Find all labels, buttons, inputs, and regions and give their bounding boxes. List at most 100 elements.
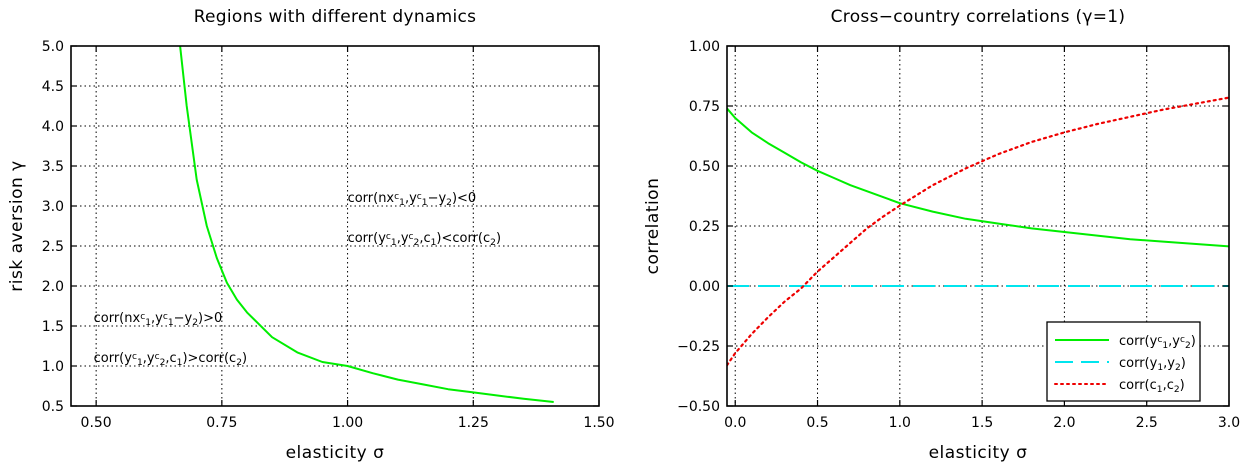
x-tick-label: 1.00 [332, 415, 363, 431]
label-part-mid: ,c [1163, 378, 1174, 393]
x-tick-label: 0.75 [206, 415, 237, 431]
label-part-sup2: c [155, 352, 160, 362]
x-tick-label: 0.50 [81, 415, 112, 431]
y-tick-label: 3.5 [42, 159, 64, 175]
label-part-pre: corr(c [1119, 378, 1157, 393]
y-tick-label: 2.0 [42, 279, 64, 295]
y-tick-label: 1.0 [42, 359, 64, 375]
label-part-s1: 1 [1157, 385, 1163, 395]
y-tick-label: 3.0 [42, 199, 64, 215]
label-part-sup1: c [394, 192, 399, 202]
label-part-sup1: c [386, 232, 391, 242]
x-tick-label: 1.5 [971, 415, 993, 431]
region-annotation: corr(nxc1,yc1−y2)>0 [94, 311, 223, 328]
label-part-s4: 2 [236, 358, 242, 368]
y-tick-label: 1.5 [42, 319, 64, 335]
label-part-sup1: c [1157, 335, 1162, 345]
series-line-1 [179, 46, 554, 403]
x-axis-label: elasticity σ [286, 443, 385, 463]
label-part-sup2: c [163, 312, 168, 322]
legend-label-3: corr(c1,c2) [1119, 378, 1185, 395]
label-part-post: )>0 [198, 311, 222, 326]
y-tick-label: 1.00 [689, 39, 720, 55]
label-part-mid2: −y [174, 311, 193, 326]
y-tick-label: 5.0 [42, 39, 64, 55]
label-part-mid1: ,y [405, 191, 417, 206]
label-part-s3: 1 [431, 238, 437, 248]
y-tick-label: 4.5 [42, 79, 64, 95]
label-part-s2: 2 [414, 238, 420, 248]
label-part-s1: 1 [137, 358, 143, 368]
legend-label-1: corr(yc1,yc2) [1119, 334, 1196, 351]
legend-label-2: corr(y1,y2) [1119, 356, 1186, 373]
y-tick-label: 0.00 [689, 279, 720, 295]
label-part-s2: 1 [422, 198, 428, 208]
label-part-mid1: ,y [151, 311, 163, 326]
chart-2: 0.0 0.5 1.0 1.5 2.0 2.5 3.0 −0.50 −0.25 0.00 0.25 0… [643, 7, 1240, 463]
y-tick-label: −0.50 [677, 399, 720, 415]
label-part-s3: 2 [446, 198, 452, 208]
series-line-1 [727, 107, 1229, 248]
label-part-mid: ,y [1163, 356, 1175, 371]
label-part-s2: 1 [168, 318, 174, 328]
label-part-post: ) [1181, 356, 1186, 371]
label-part-sup1: c [140, 312, 145, 322]
label-part-pre: corr(nx [348, 191, 395, 206]
label-part-post: )<corr(c [436, 231, 490, 246]
label-part-mid2: ,c [165, 351, 176, 366]
label-part-end: ) [242, 351, 247, 366]
label-part-s1: 1 [145, 318, 151, 328]
label-part-s2: 2 [1175, 363, 1181, 373]
chart-title: Cross−country correlations (γ=1) [831, 7, 1126, 27]
x-tick-label: 0.0 [724, 415, 746, 431]
label-part-mid2: ,c [419, 231, 430, 246]
label-part-post: )<0 [452, 191, 476, 206]
chart-1: 0.50 0.75 1.00 1.25 1.50 0.5 1.0 1.5 2.0 2.5 3.0 3.… [7, 7, 615, 463]
label-part-pre: corr(y [1119, 356, 1158, 371]
x-tick-label: 0.5 [806, 415, 828, 431]
y-axis-label: risk aversion γ [7, 160, 27, 291]
region-annotation: corr(nxc1,yc1−y2)<0 [348, 191, 477, 208]
label-part-s1: 1 [1162, 341, 1168, 351]
label-part-mid: ,y [1168, 334, 1180, 349]
label-part-post: )>corr(c [182, 351, 236, 366]
label-part-mid1: ,y [397, 231, 409, 246]
y-tick-label: 0.5 [42, 399, 64, 415]
label-part-end: ) [496, 231, 501, 246]
region-annotation: corr(yc1,yc2,c1)>corr(c2) [94, 351, 247, 368]
label-part-mid1: ,y [143, 351, 155, 366]
label-part-s3: 1 [177, 358, 183, 368]
x-tick-label: 2.5 [1136, 415, 1158, 431]
y-tick-label: 0.50 [689, 159, 720, 175]
label-part-mid2: −y [428, 191, 447, 206]
label-part-s1: 1 [1157, 363, 1163, 373]
label-part-s2: 2 [1174, 385, 1180, 395]
label-part-post: ) [1191, 334, 1196, 349]
label-part-sup2: c [417, 192, 422, 202]
region-annotation: corr(yc1,yc2,c1)<corr(c2) [348, 231, 501, 248]
label-part-pre: corr(y [94, 351, 133, 366]
label-part-pre: corr(nx [94, 311, 141, 326]
label-part-sup1: c [132, 352, 137, 362]
x-tick-label: 1.0 [889, 415, 911, 431]
label-part-sup2: c [1180, 335, 1185, 345]
label-part-s4: 2 [490, 238, 496, 248]
chart-legend: corr(yc1,yc2)corr(y1,y2)corr(c1,c2) [1046, 321, 1201, 402]
y-tick-label: −0.25 [677, 339, 720, 355]
y-tick-label: 0.75 [689, 99, 720, 115]
label-part-s2: 2 [160, 358, 166, 368]
x-tick-label: 2.0 [1053, 415, 1075, 431]
x-axis-label: elasticity σ [929, 443, 1028, 463]
label-part-s2: 2 [1185, 341, 1191, 351]
x-tick-label: 1.50 [583, 415, 614, 431]
y-tick-label: 2.5 [42, 239, 64, 255]
series-line-3 [727, 96, 1229, 367]
label-part-pre: corr(y [348, 231, 387, 246]
label-part-s1: 1 [399, 198, 405, 208]
label-part-sup2: c [409, 232, 414, 242]
plot-frame [70, 45, 600, 407]
chart-title: Regions with different dynamics [194, 7, 477, 27]
y-tick-label: 0.25 [689, 219, 720, 235]
